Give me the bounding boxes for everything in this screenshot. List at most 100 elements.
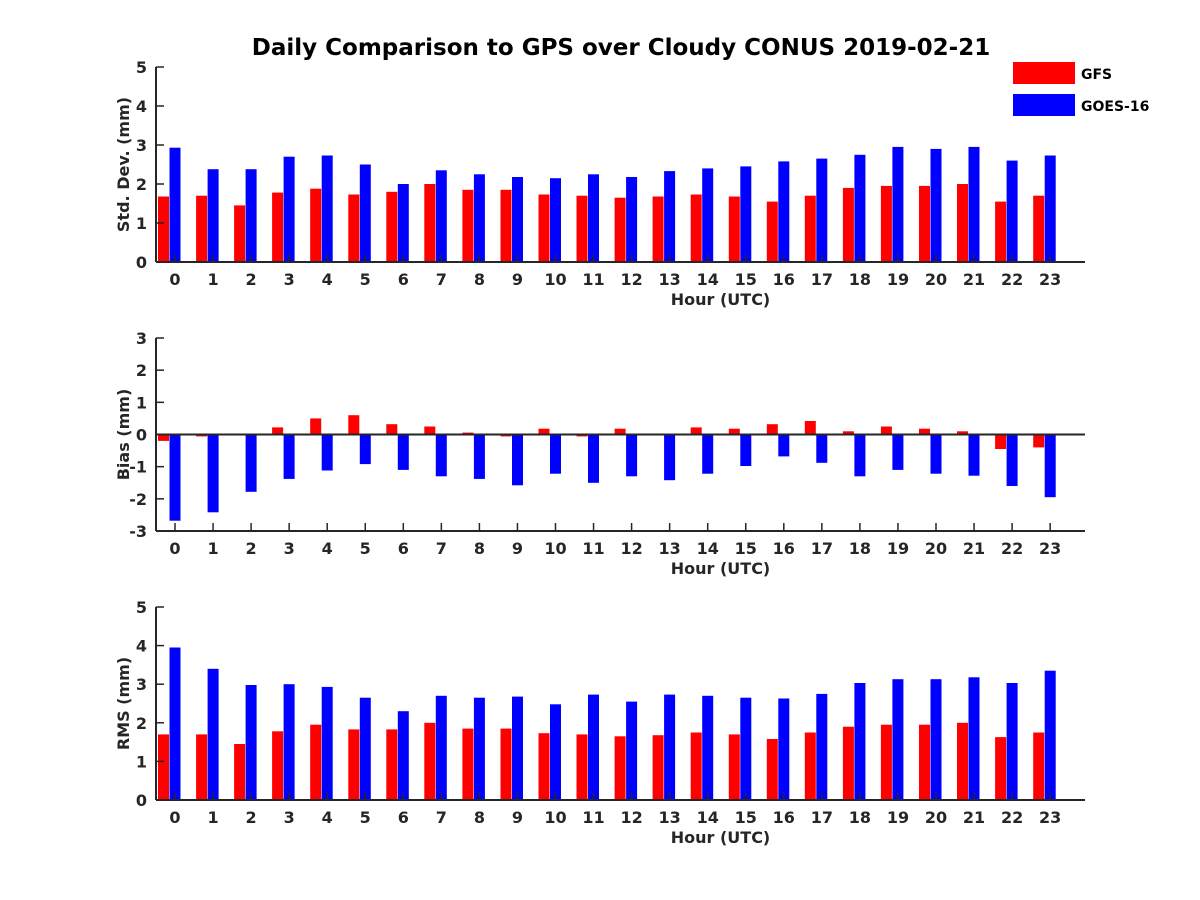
y-tick-label: 1 <box>136 752 147 771</box>
bar-goes16-12 <box>626 434 638 477</box>
x-tick-label: 14 <box>697 270 719 289</box>
bar-gfs-18 <box>842 726 854 800</box>
bar-goes16-7 <box>435 695 447 800</box>
bar-gfs-9 <box>500 189 512 262</box>
bar-gfs-0 <box>158 196 169 262</box>
bar-gfs-2 <box>234 205 246 262</box>
x-tick-label: 2 <box>246 539 257 558</box>
bar-gfs-0 <box>158 434 169 441</box>
x-tick-label: 22 <box>1001 539 1023 558</box>
x-tick-label: 14 <box>697 539 719 558</box>
x-tick-label: 13 <box>659 808 681 827</box>
x-tick-label: 5 <box>360 808 371 827</box>
x-tick-label: 7 <box>436 539 447 558</box>
x-tick-label: 20 <box>925 808 947 827</box>
bar-gfs-21 <box>957 184 968 262</box>
bar-goes16-15 <box>740 697 752 800</box>
bar-goes16-17 <box>816 693 828 800</box>
bar-gfs-3 <box>272 192 284 262</box>
bar-gfs-20 <box>919 428 930 435</box>
chart-title: Daily Comparison to GPS over Cloudy CONU… <box>252 35 990 61</box>
bar-gfs-7 <box>424 426 436 435</box>
y-tick-label: 0 <box>136 426 147 445</box>
bar-goes16-18 <box>854 434 866 477</box>
bar-goes16-20 <box>930 679 942 800</box>
bar-goes16-2 <box>245 685 257 800</box>
x-tick-label: 22 <box>1001 270 1023 289</box>
x-tick-label: 7 <box>436 270 447 289</box>
x-tick-label: 17 <box>811 270 833 289</box>
bar-goes16-12 <box>626 701 638 800</box>
x-axis-label: Hour (UTC) <box>671 290 771 309</box>
bar-goes16-0 <box>169 147 181 262</box>
bar-goes16-16 <box>778 698 790 800</box>
bar-gfs-18 <box>842 187 854 262</box>
bar-goes16-9 <box>512 177 523 262</box>
bar-goes16-14 <box>702 168 714 262</box>
x-tick-label: 14 <box>697 808 719 827</box>
bar-goes16-5 <box>359 164 371 262</box>
x-tick-label: 9 <box>512 539 523 558</box>
x-tick-label: 9 <box>512 270 523 289</box>
bar-gfs-22 <box>995 737 1007 800</box>
y-tick-label: 0 <box>136 253 147 272</box>
y-tick-label: 5 <box>136 58 147 77</box>
legend: GFS GOES-16 <box>1013 62 1149 116</box>
bar-goes16-11 <box>588 174 599 263</box>
bar-gfs-13 <box>652 735 664 800</box>
x-tick-label: 13 <box>659 270 681 289</box>
x-tick-label: 23 <box>1039 270 1061 289</box>
bar-goes16-18 <box>854 683 866 800</box>
x-tick-label: 4 <box>322 270 333 289</box>
bar-goes16-6 <box>397 184 409 262</box>
bar-goes16-4 <box>321 155 333 262</box>
bar-goes16-1 <box>207 434 219 513</box>
bar-gfs-10 <box>538 194 550 262</box>
bar-goes16-11 <box>588 694 599 800</box>
x-tick-label: 6 <box>398 539 409 558</box>
bar-gfs-5 <box>348 415 360 435</box>
y-tick-label: 1 <box>136 393 147 412</box>
bar-goes16-21 <box>968 146 980 262</box>
bar-gfs-15 <box>728 734 740 800</box>
x-tick-label: 20 <box>925 270 947 289</box>
x-tick-label: 4 <box>322 808 333 827</box>
bar-goes16-17 <box>816 158 828 262</box>
x-tick-label: 0 <box>169 270 180 289</box>
bar-gfs-1 <box>196 195 208 262</box>
bar-goes16-16 <box>778 434 790 457</box>
bar-goes16-23 <box>1044 670 1056 800</box>
bar-goes16-8 <box>473 434 485 479</box>
bar-goes16-13 <box>664 434 676 481</box>
x-tick-label: 5 <box>360 539 371 558</box>
x-tick-label: 23 <box>1039 808 1061 827</box>
bar-gfs-7 <box>424 722 436 800</box>
x-tick-label: 3 <box>284 808 295 827</box>
bar-goes16-22 <box>1006 160 1018 262</box>
bar-gfs-15 <box>728 196 740 262</box>
y-axis-label: RMS (mm) <box>114 657 133 750</box>
bar-gfs-22 <box>995 201 1007 262</box>
x-tick-label: 12 <box>620 270 642 289</box>
x-tick-label: 1 <box>207 539 218 558</box>
x-tick-label: 19 <box>887 808 909 827</box>
bar-goes16-8 <box>473 174 485 263</box>
x-tick-label: 21 <box>963 270 985 289</box>
y-axis-label: Std. Dev. (mm) <box>114 97 133 232</box>
bar-goes16-14 <box>702 434 714 474</box>
bar-gfs-8 <box>462 728 474 800</box>
y-tick-label: 3 <box>136 329 147 348</box>
y-tick-label: 2 <box>136 714 147 733</box>
x-tick-label: 9 <box>512 808 523 827</box>
bar-goes16-16 <box>778 161 790 262</box>
bar-gfs-22 <box>995 434 1007 449</box>
bar-goes16-10 <box>550 434 561 474</box>
bar-goes16-5 <box>359 697 371 800</box>
bar-goes16-15 <box>740 166 752 262</box>
legend-label-goes16: GOES-16 <box>1081 99 1149 115</box>
bar-goes16-7 <box>435 170 447 262</box>
legend-swatch-goes16 <box>1013 94 1075 116</box>
bar-gfs-15 <box>728 428 740 435</box>
